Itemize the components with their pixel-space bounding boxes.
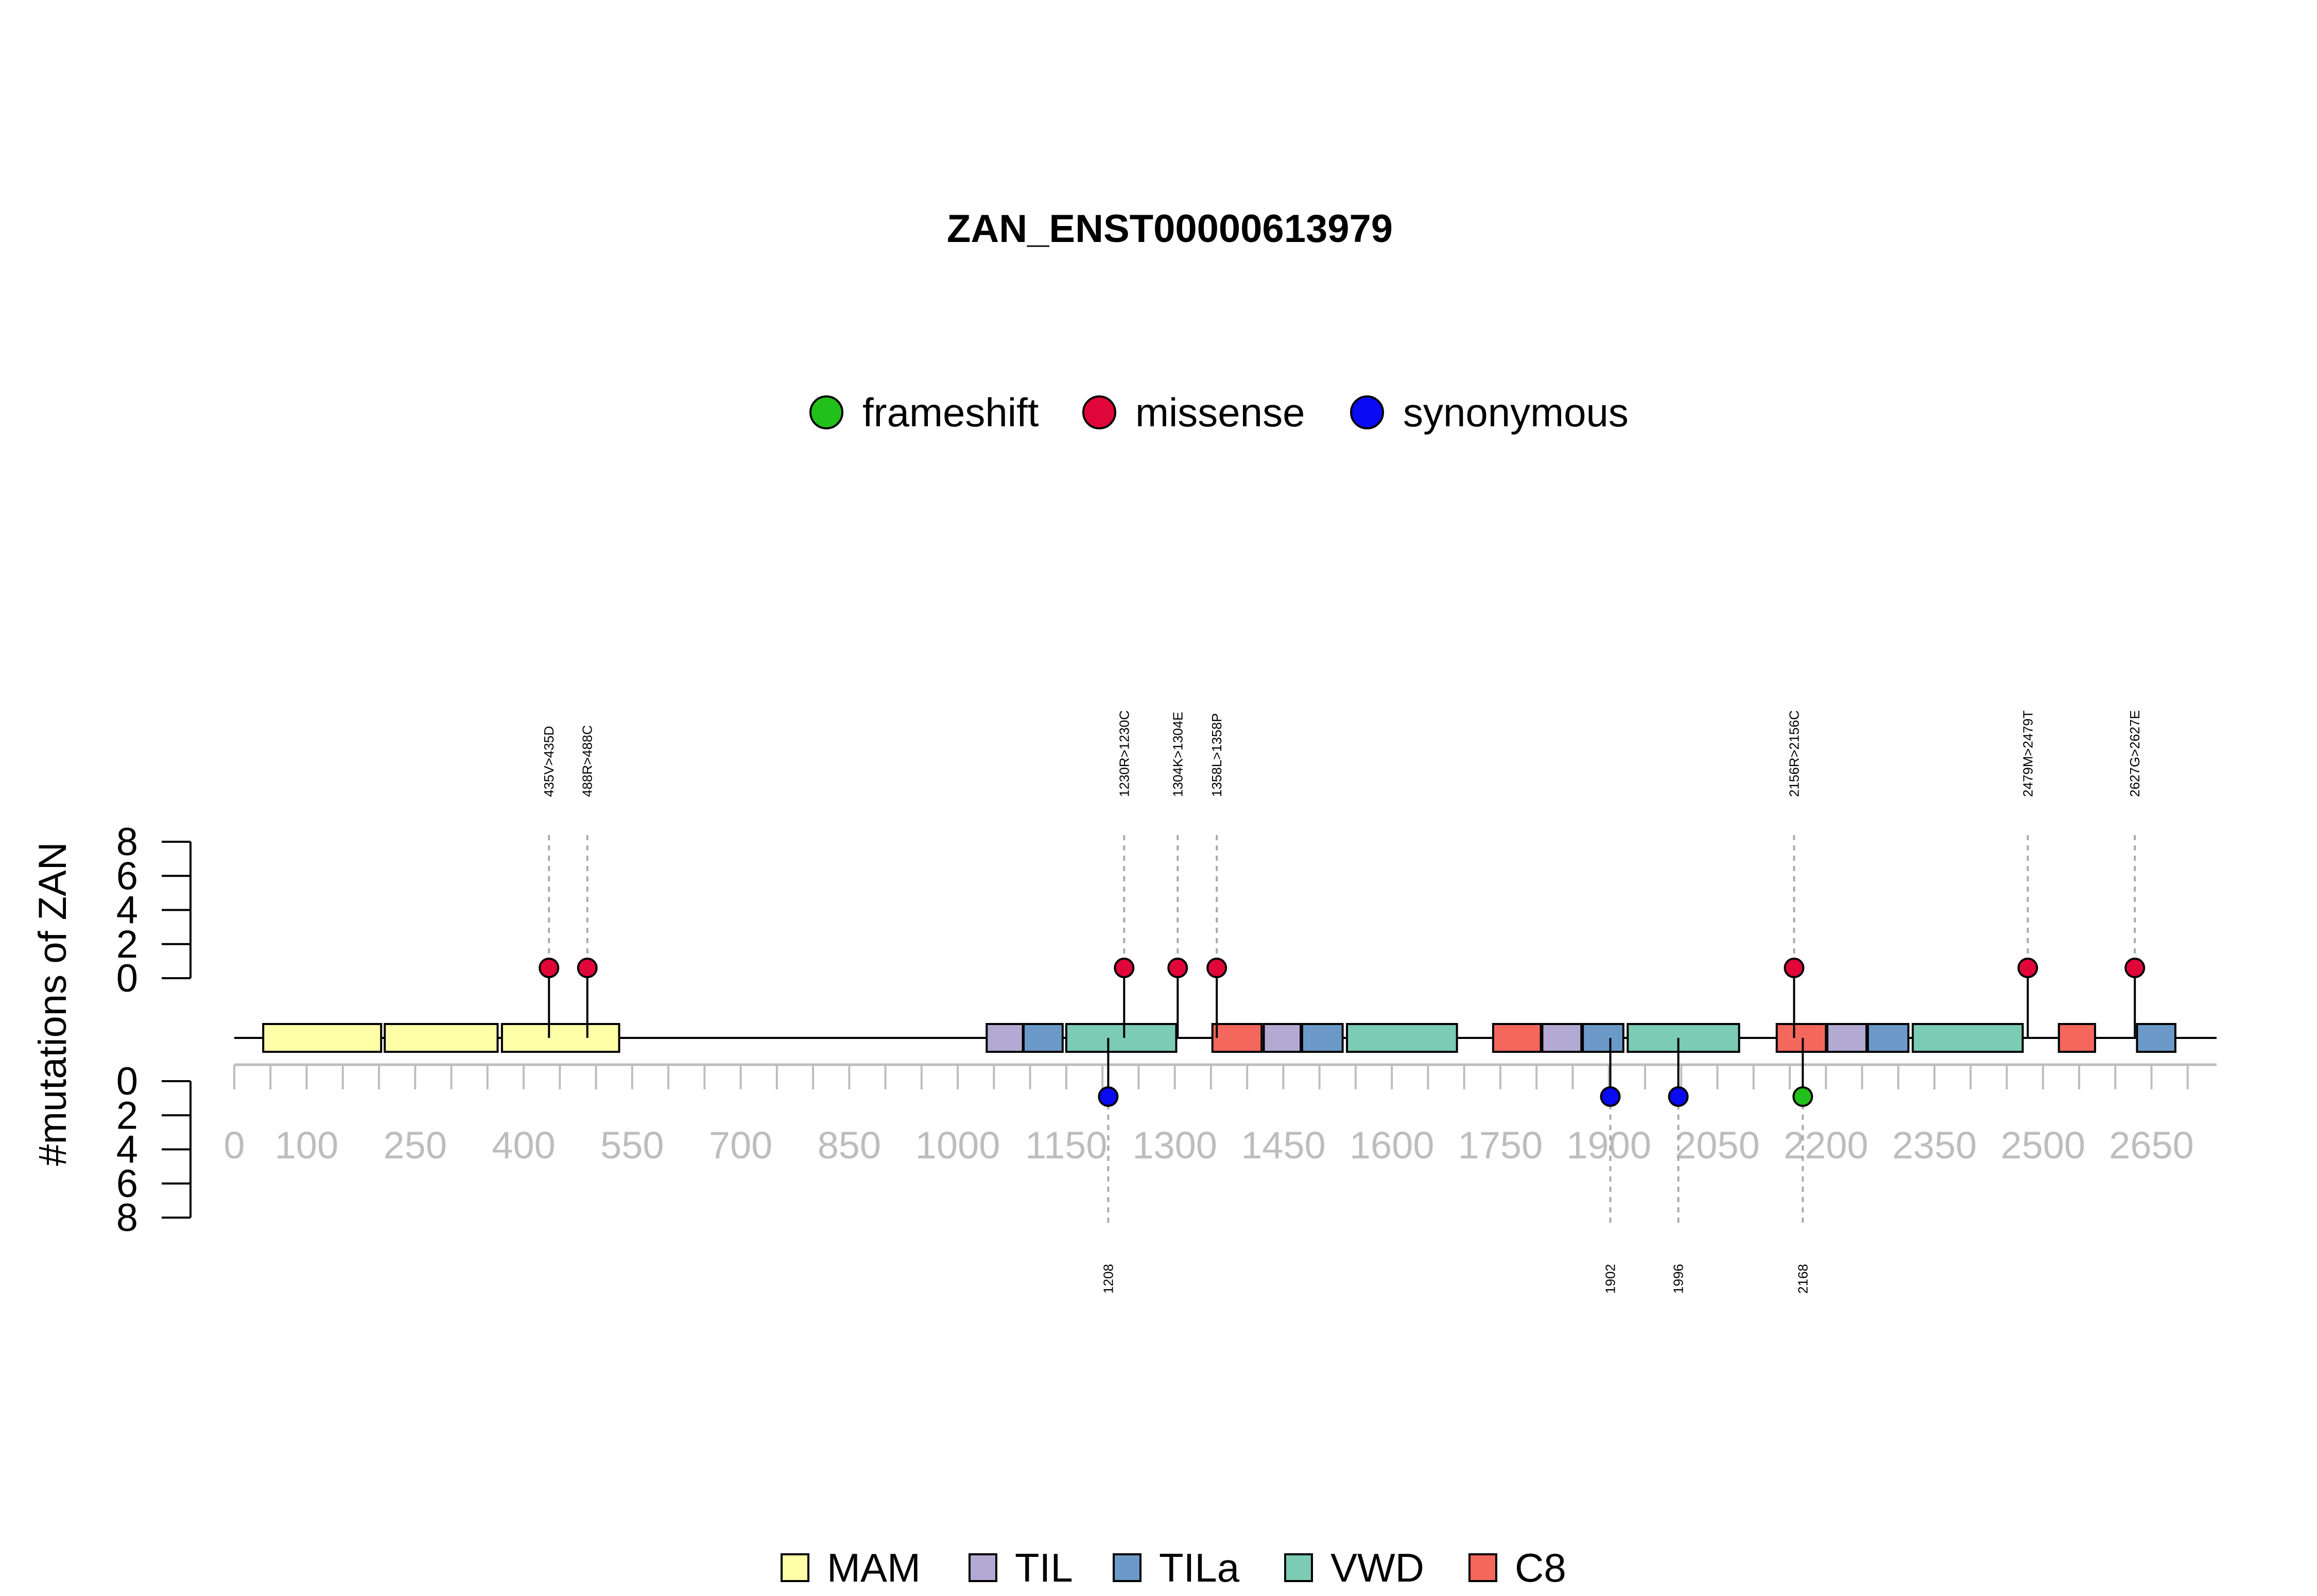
domain-box-TILa: [1582, 1023, 1624, 1053]
legend-label-missense: missense: [1135, 390, 1305, 435]
x-tick-label: 250: [384, 1124, 447, 1167]
domain-box-VWD: [1346, 1023, 1458, 1053]
mutation-label: 2156R>2156C: [1786, 710, 1802, 797]
y-tick-label-upper: 4: [116, 889, 138, 932]
mutation-label: 488R>488C: [580, 725, 595, 797]
domain-box-MAM: [262, 1023, 383, 1053]
domain-legend-swatch-TIL: [969, 1553, 997, 1582]
mutation-point-missense: [2017, 958, 2038, 978]
domain-box-C8: [1211, 1023, 1263, 1053]
domain-box-TIL: [1826, 1023, 1868, 1053]
legend-marker-synonymous: [1350, 395, 1384, 429]
x-tick-label: 1300: [1132, 1124, 1217, 1167]
mutation-label: 1230R>1230C: [1116, 710, 1132, 797]
domain-legend-swatch-C8: [1468, 1553, 1497, 1582]
mutation-label: 2479M>2479T: [2020, 710, 2035, 797]
domain-box-MAM: [500, 1023, 620, 1053]
domain-legend-label-TIL: TIL: [1015, 1545, 1073, 1590]
mutation-point-synonymous: [1098, 1086, 1119, 1107]
domain-legend-swatch-VWD: [1284, 1553, 1313, 1582]
y-tick-label-upper: 8: [116, 820, 138, 864]
x-tick-label: 2200: [1784, 1124, 1869, 1167]
mutation-point-synonymous: [1668, 1086, 1689, 1107]
domain-legend-label-VWD: VWD: [1330, 1545, 1424, 1590]
y-axis-label: #mutations of ZAN: [31, 842, 75, 1166]
domain-legend-swatch-TILa: [1113, 1553, 1142, 1582]
legend-label-synonymous: synonymous: [1403, 390, 1629, 435]
domain-box-VWD: [1627, 1023, 1740, 1053]
x-tick-label: 100: [275, 1124, 338, 1167]
domain-box-MAM: [384, 1023, 499, 1053]
domain-legend-label-C8: C8: [1515, 1545, 1566, 1590]
mutation-point-missense: [1167, 958, 1188, 978]
chart-title: ZAN_ENST00000613979: [947, 207, 1393, 251]
x-tick-label: 2050: [1675, 1124, 1760, 1167]
y-tick-label-lower: 4: [116, 1128, 138, 1172]
y-tick-label-upper: 6: [116, 854, 138, 898]
mutation-type-legend: frameshift missense synonymous: [809, 390, 1629, 435]
domain-box-TIL: [1541, 1023, 1583, 1053]
y-tick-label-lower: 8: [116, 1196, 138, 1240]
mutation-label: 1996: [1671, 1264, 1686, 1294]
domain-box-VWD: [1065, 1023, 1178, 1053]
mutation-label: 2627G>2627E: [2127, 710, 2142, 797]
domain-box-TILa: [2136, 1023, 2176, 1053]
mutation-label: 1902: [1603, 1264, 1618, 1294]
x-tick-label: 400: [492, 1124, 555, 1167]
domain-boxes: [262, 1023, 2176, 1053]
mutation-label: 1208: [1100, 1264, 1116, 1294]
mutation-label: 2168: [1795, 1264, 1810, 1294]
legend-marker-frameshift: [809, 395, 843, 429]
y-tick-label-lower: 2: [116, 1094, 138, 1137]
x-tick-label: 1450: [1241, 1124, 1326, 1167]
mutation-point-missense: [1114, 958, 1135, 978]
domain-box-TILa: [1866, 1023, 1910, 1053]
domain-legend-label-MAM: MAM: [827, 1545, 921, 1590]
lollipop-heads: 435V>435D 488R>488C 1230R>1230C 1304K>1304E…: [539, 710, 2146, 1294]
y-tick-label-lower: 0: [116, 1060, 138, 1103]
y-tick-label-lower: 6: [116, 1162, 138, 1206]
x-tick-label: 2500: [2000, 1124, 2085, 1167]
legend-marker-missense: [1082, 395, 1116, 429]
mutation-point-missense: [2124, 958, 2146, 978]
domain-box-C8: [1775, 1023, 1827, 1053]
x-tick-label: 700: [709, 1124, 772, 1167]
legend-label-frameshift: frameshift: [862, 390, 1039, 435]
mutation-point-synonymous: [1600, 1086, 1621, 1107]
mutation-label: 435V>435D: [541, 726, 557, 797]
y-tick-label-upper: 2: [116, 923, 138, 966]
mutation-label: 1304K>1304E: [1170, 712, 1185, 797]
mutation-point-frameshift: [1792, 1086, 1813, 1107]
mutation-point-missense: [1206, 958, 1227, 978]
mutation-label: 1358L>1358P: [1209, 713, 1224, 797]
domain-box-TIL: [1263, 1023, 1302, 1053]
y-tick-label-upper: 0: [116, 957, 138, 1000]
domain-box-TIL: [985, 1023, 1024, 1053]
domain-box-VWD: [1911, 1023, 2024, 1053]
domain-box-TILa: [1022, 1023, 1064, 1053]
mutation-point-missense: [539, 958, 560, 978]
domain-legend-swatch-MAM: [781, 1553, 809, 1582]
mutation-point-missense: [577, 958, 598, 978]
domain-legend-label-TILa: TILa: [1159, 1545, 1240, 1590]
x-tick-label: 0: [223, 1124, 245, 1167]
domain-legend: MAM TIL TILa VWD C8: [781, 1545, 1566, 1590]
guide-lines: [548, 835, 2136, 1228]
mutation-point-missense: [1784, 958, 1805, 978]
x-tick-label: 1600: [1350, 1124, 1434, 1167]
mutation-lollipops: 435V>435D 488R>488C 1230R>1230C 1304K>1304E…: [539, 710, 2146, 1294]
domain-box-C8: [2057, 1023, 2096, 1053]
domain-box-C8: [1492, 1023, 1542, 1053]
x-tick-label: 2650: [2109, 1124, 2194, 1167]
x-tick-label: 550: [600, 1124, 664, 1167]
x-tick-label: 1750: [1458, 1124, 1543, 1167]
x-tick-label: 850: [818, 1124, 881, 1167]
x-tick-label: 1150: [1025, 1124, 1107, 1167]
x-tick-label: 1000: [915, 1124, 1000, 1167]
domain-box-TILa: [1301, 1023, 1344, 1053]
x-tick-label: 2350: [1892, 1124, 1977, 1167]
x-tick-label: 1900: [1566, 1124, 1651, 1167]
